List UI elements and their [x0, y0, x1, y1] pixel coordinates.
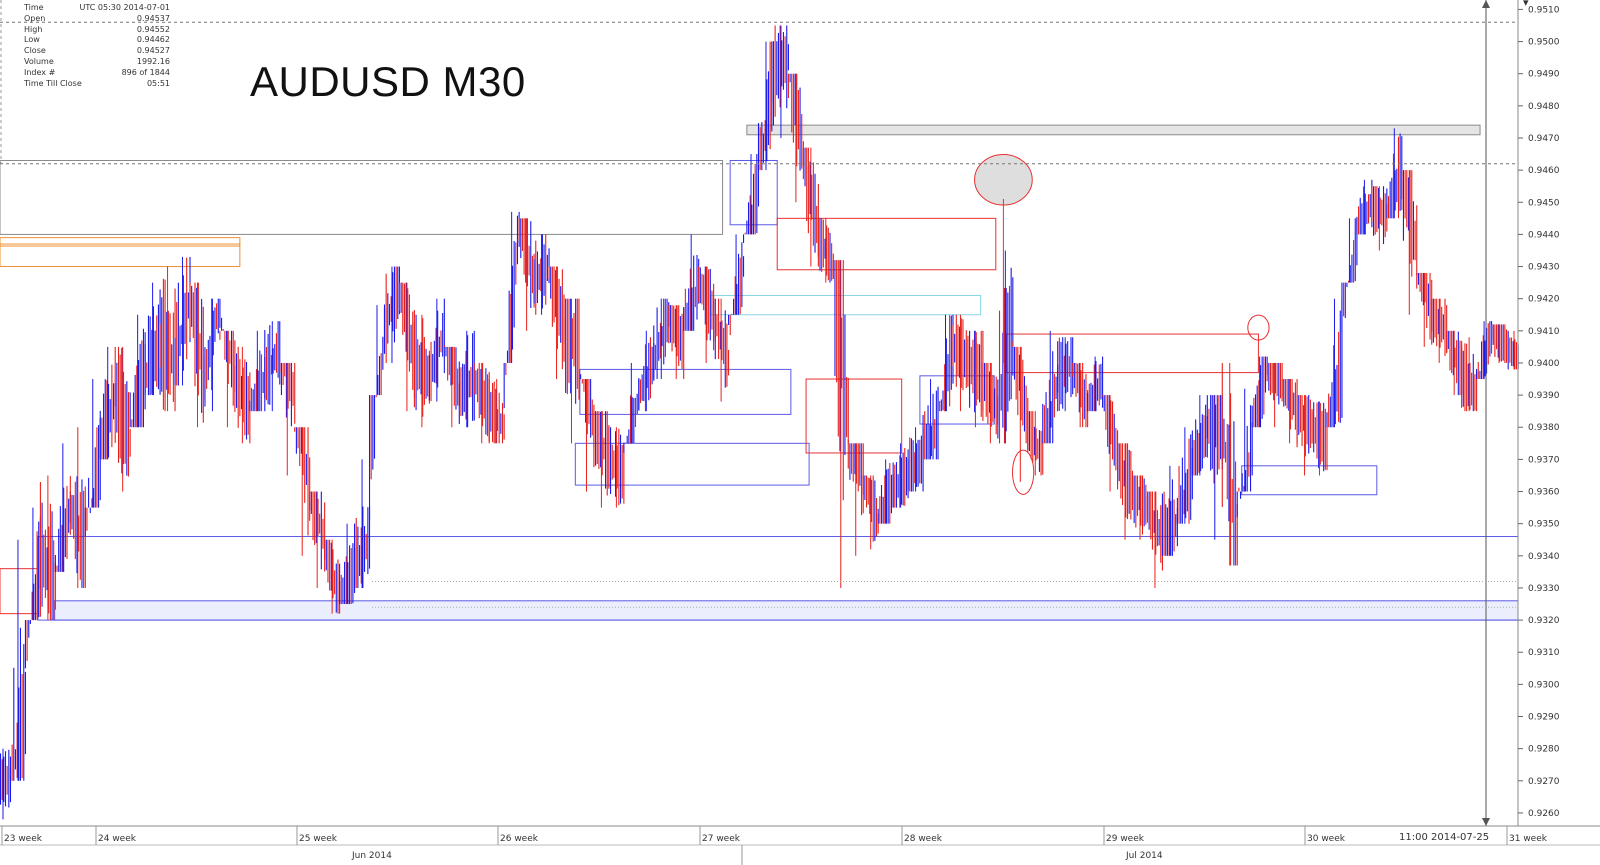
zone-blue-5	[54, 600, 1519, 621]
info-value: 0.94462	[136, 35, 170, 45]
ohlc-info-panel: Time UTC 05:30 2014-07-01 Open 0.94537 High 0…	[24, 3, 170, 89]
info-label: Index #	[24, 67, 56, 77]
info-row: Close 0.94527	[24, 46, 170, 57]
info-value: 896 of 1844	[121, 67, 170, 77]
info-label: Time Till Close	[24, 78, 82, 88]
y-tick-label: 0.9280	[1528, 745, 1560, 755]
y-tick-label: 0.9420	[1528, 295, 1560, 305]
symbol-title: AUDUSD M30	[250, 58, 526, 105]
y-tick-label: 0.9480	[1528, 102, 1560, 112]
x-week-label: 25 week	[299, 834, 338, 844]
x-month-label: Jul 2014	[1125, 851, 1163, 861]
zone-gray-2	[746, 124, 1481, 136]
zone-blue-13	[1241, 465, 1378, 496]
y-tick-label: 0.9430	[1528, 263, 1560, 273]
y-tick-label: 0.9300	[1528, 680, 1560, 690]
zone-orange-inner	[0, 243, 241, 247]
ohlc-bars	[0, 25, 1523, 820]
info-value: UTC 05:30 2014-07-01	[79, 3, 171, 12]
ellipse-marker-0	[974, 153, 1033, 206]
y-tick-label: 0.9320	[1528, 616, 1560, 626]
x-month-label: Jun 2014	[351, 851, 392, 861]
x-week-label: 26 week	[500, 834, 539, 844]
zone-red-12	[1005, 333, 1259, 374]
y-tick-label: 0.9360	[1528, 488, 1560, 498]
y-tick-label: 0.9500	[1528, 38, 1560, 48]
y-tick-label: 0.9380	[1528, 423, 1560, 433]
zone-blue-6	[579, 368, 792, 415]
x-week-label: 27 week	[702, 834, 741, 844]
info-row: Time Till Close 05:51	[24, 79, 170, 90]
ellipse-marker-1	[1012, 449, 1035, 495]
info-row: High 0.94552	[24, 25, 170, 36]
info-label: Volume	[24, 56, 54, 66]
zone-red-10	[805, 378, 903, 454]
zone-red-9	[776, 217, 997, 271]
ellipse-marker-2	[1247, 314, 1270, 341]
y-tick-label: 0.9350	[1528, 520, 1560, 530]
cursor-arrow-down-icon	[1482, 818, 1490, 826]
info-value: 1992.16	[136, 56, 170, 66]
y-tick-label: 0.9440	[1528, 230, 1560, 240]
x-week-label: 29 week	[1106, 834, 1145, 844]
y-tick-label: 0.9410	[1528, 327, 1560, 337]
y-tick-label: 0.9370	[1528, 455, 1560, 465]
x-week-label: 30 week	[1307, 834, 1346, 844]
info-row: Volume 1992.16	[24, 57, 170, 68]
info-row: Open 0.94537	[24, 14, 170, 25]
y-tick-label: 0.9270	[1528, 777, 1560, 787]
info-label: High	[24, 24, 43, 34]
y-tick-label: 0.9260	[1528, 809, 1560, 819]
y-tick-label: 0.9490	[1528, 70, 1560, 80]
cursor-arrow-up-icon	[1482, 0, 1490, 8]
y-tick-label: 0.9470	[1528, 134, 1560, 144]
info-label: Low	[24, 35, 40, 45]
info-value: 0.94537	[136, 13, 170, 23]
y-tick-label: 0.9450	[1528, 198, 1560, 208]
info-row: Time UTC 05:30 2014-07-01	[24, 3, 170, 14]
info-label: Open	[24, 13, 46, 23]
info-value: 0.94527	[136, 46, 170, 56]
y-tick-label: 0.9290	[1528, 713, 1560, 723]
info-row: Low 0.94462	[24, 35, 170, 46]
y-tick-label: 0.9400	[1528, 359, 1560, 369]
y-tick-label: 0.9310	[1528, 648, 1560, 658]
scroll-down-icon[interactable]: ▾	[1523, 0, 1529, 9]
y-tick-label: 0.9330	[1528, 584, 1560, 594]
x-week-label: 23 week	[4, 834, 43, 844]
price-axis-bg	[1519, 0, 1600, 865]
zone-orange-0	[0, 237, 241, 268]
y-tick-label: 0.9390	[1528, 391, 1560, 401]
x-week-label: 31 week	[1509, 834, 1548, 844]
zone-gray-1	[0, 159, 724, 235]
y-tick-label: 0.9340	[1528, 552, 1560, 562]
info-label: Close	[24, 46, 46, 56]
info-label: Time	[24, 3, 44, 12]
info-value: 0.94552	[136, 24, 170, 34]
x-week-label: 28 week	[904, 834, 943, 844]
info-row: Index # 896 of 1844	[24, 68, 170, 79]
y-tick-label: 0.9510	[1528, 5, 1560, 15]
x-week-label: 24 week	[98, 834, 137, 844]
y-tick-label: 0.9460	[1528, 166, 1560, 176]
info-value: 05:51	[146, 78, 170, 88]
cursor-time-label: 11:00 2014-07-25	[1399, 832, 1490, 843]
zone-blue-7	[574, 442, 810, 486]
zone-cyan-14	[709, 294, 982, 316]
ellipse-annotations	[974, 153, 1270, 495]
